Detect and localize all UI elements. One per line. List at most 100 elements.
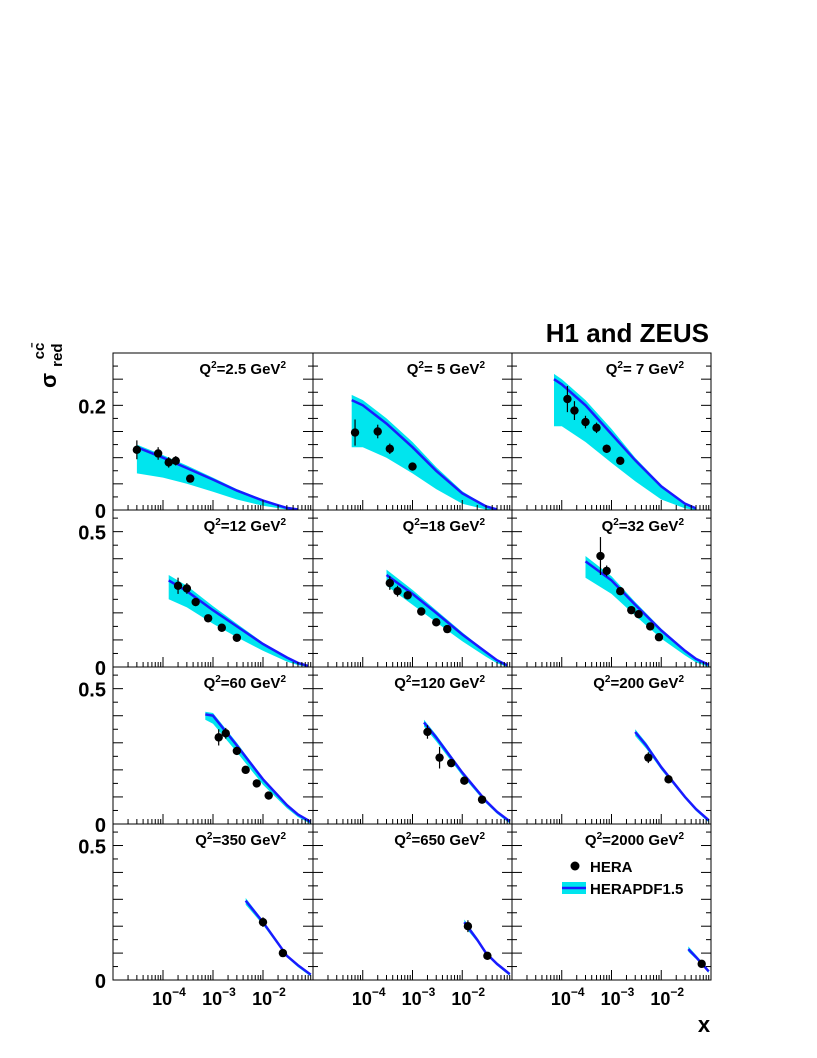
y-tick-label: 0.5	[78, 523, 106, 545]
panel-q2-7: Q2= 7 GeV2	[511, 352, 712, 511]
data-point	[644, 753, 653, 762]
data-point	[417, 607, 426, 616]
data-point	[186, 474, 195, 483]
uncertainty-band	[386, 569, 508, 667]
y-axis-subscript: red	[49, 343, 66, 366]
panels-grid: Q2=2.5 GeV2 0 0.2 Q2= 5 GeV2 Q2= 7 GeV2 Q2=12…	[78, 352, 712, 1009]
data-point	[217, 623, 227, 632]
x-ticks	[312, 970, 511, 980]
data-point	[258, 917, 268, 927]
data-point	[191, 597, 200, 607]
data-point	[581, 417, 590, 427]
panel-q2-120: Q2=120 GeV2	[312, 666, 513, 825]
data-point	[616, 587, 625, 596]
data-point	[602, 444, 611, 453]
uncertainty-band	[245, 898, 311, 977]
figure-title: H1 and ZEUS	[546, 318, 709, 348]
y-tick-label: 0.2	[78, 396, 106, 418]
data-point	[654, 633, 664, 642]
legend: HERA HERAPDF1.5	[562, 859, 683, 898]
panel-q2-label: Q2=2000 GeV2	[585, 831, 685, 849]
herapdf-curve	[463, 921, 511, 976]
y-tick-label: 0.5	[78, 837, 106, 859]
panel-q2-label: Q2=2.5 GeV2	[199, 360, 286, 378]
y-axis-sigma: σ	[36, 373, 61, 388]
data-point	[634, 610, 643, 619]
data-point	[646, 622, 655, 631]
data-point	[171, 456, 180, 466]
panel-q2-label: Q2=650 GeV2	[394, 831, 485, 849]
data-point	[278, 948, 288, 958]
herapdf-curve	[634, 731, 710, 822]
data-point	[153, 449, 163, 458]
herapdf-curve	[351, 398, 498, 510]
data-point	[264, 791, 273, 800]
panel-q2-18: Q2=18 GeV2	[312, 509, 513, 668]
panel-q2-60: Q2=60 GeV2 0 0.5	[78, 666, 314, 837]
panel-q2-label: Q2= 7 GeV2	[606, 360, 685, 378]
data-point	[435, 753, 444, 762]
uncertainty-band	[205, 711, 311, 824]
data-point	[252, 779, 261, 788]
herapdf-curve	[584, 560, 710, 666]
data-point	[602, 566, 611, 576]
data-point	[214, 733, 223, 742]
y-tick-label: 0	[95, 815, 106, 837]
data-point	[627, 605, 636, 615]
panel-q2-2000: Q2=2000 GeV2 10−4 10−3 10−2	[511, 823, 712, 1009]
x-ticks	[511, 657, 710, 667]
data-point	[385, 578, 395, 588]
panel-q2-label: Q2=18 GeV2	[403, 517, 486, 535]
data-point	[232, 746, 242, 756]
x-tick-label: 10−2	[252, 985, 286, 1009]
data-point	[385, 444, 395, 453]
data-point	[393, 587, 402, 596]
x-ticks	[112, 500, 312, 510]
panel-q2-2.5: Q2=2.5 GeV2 0 0.2	[78, 352, 314, 523]
uncertainty-band	[554, 373, 696, 510]
uncertainty-band	[168, 575, 309, 667]
x-ticks	[112, 814, 312, 824]
panel-q2-label: Q2=120 GeV2	[394, 674, 485, 692]
data-point	[697, 959, 706, 969]
panel-q2-200: Q2=200 GeV2	[511, 666, 712, 825]
x-ticks	[511, 814, 710, 824]
legend-marker-hera	[570, 861, 580, 871]
data-point	[477, 795, 487, 804]
uncertainty-band	[136, 444, 298, 510]
panel-q2-label: Q2=200 GeV2	[593, 674, 684, 692]
data-point	[182, 584, 192, 593]
data-point	[460, 776, 469, 785]
panel-q2-label: Q2=12 GeV2	[204, 517, 287, 535]
panel-q2-12: Q2=12 GeV2 0 0.5	[78, 509, 314, 680]
panel-q2-label: Q2= 5 GeV2	[407, 360, 486, 378]
y-tick-label: 0	[95, 501, 106, 523]
x-tick-label: 10−4	[352, 985, 386, 1009]
x-tick-label: 10−4	[551, 985, 585, 1009]
x-tick-label: 10−3	[202, 985, 236, 1009]
herapdf-curve	[423, 721, 511, 823]
data-point	[592, 423, 601, 433]
data-point	[447, 758, 456, 768]
herapdf-curve	[553, 378, 697, 510]
herapdf-curve	[168, 579, 309, 667]
x-ticks	[112, 657, 312, 667]
data-point	[408, 462, 417, 471]
y-tick-label: 0	[95, 658, 106, 680]
y-axis-title: σ red cc̄	[30, 342, 66, 388]
x-axis-title: x	[698, 1012, 711, 1037]
data-point	[232, 633, 242, 642]
herapdf-curve	[385, 573, 508, 667]
y-tick-label: 0	[95, 971, 106, 993]
herapdf-curve	[687, 948, 710, 973]
panel-q2-32: Q2=32 GeV2	[511, 509, 712, 668]
panel-q2-650: Q2=650 GeV2 10−4 10−3 10−2	[312, 823, 513, 1009]
data-point	[443, 624, 452, 634]
x-ticks	[511, 500, 710, 510]
data-point	[132, 445, 142, 455]
x-ticks	[112, 970, 312, 980]
data-point	[596, 551, 605, 561]
herapdf-curve	[136, 446, 299, 510]
panel-q2-5: Q2= 5 GeV2	[312, 352, 513, 511]
